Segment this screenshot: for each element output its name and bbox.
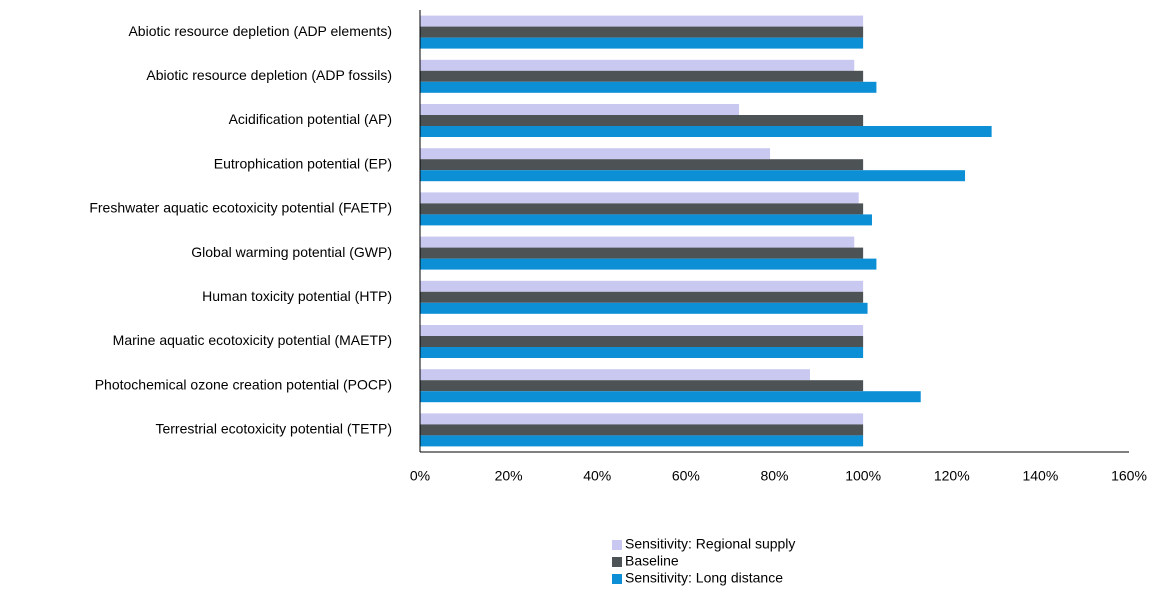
y-tick-label: Global warming potential (GWP) bbox=[191, 244, 392, 260]
bar bbox=[420, 148, 771, 160]
bar bbox=[420, 424, 864, 436]
legend-label: Sensitivity: Long distance bbox=[625, 570, 783, 586]
bar bbox=[420, 170, 966, 182]
x-tick-label: 120% bbox=[934, 468, 970, 484]
x-tick-label: 140% bbox=[1022, 468, 1058, 484]
bar bbox=[420, 336, 864, 347]
y-tick-label: Eutrophication potential (EP) bbox=[214, 155, 392, 171]
bar bbox=[420, 70, 864, 82]
bar bbox=[420, 192, 859, 204]
x-tick-label: 0% bbox=[410, 468, 430, 484]
bar bbox=[420, 126, 992, 137]
y-tick-label: Marine aquatic ecotoxicity potential (MA… bbox=[113, 332, 392, 348]
bar bbox=[420, 104, 740, 115]
bar bbox=[420, 325, 864, 336]
x-tick-label: 100% bbox=[845, 468, 881, 484]
bar bbox=[420, 115, 864, 126]
bar bbox=[420, 37, 864, 49]
bar bbox=[420, 302, 868, 314]
bar bbox=[420, 159, 864, 171]
legend-swatch bbox=[612, 540, 622, 550]
y-tick-label: Terrestrial ecotoxicity potential (TETP) bbox=[155, 421, 392, 437]
bar bbox=[420, 435, 864, 447]
bar bbox=[420, 413, 864, 425]
bar bbox=[420, 280, 864, 292]
legend-label: Baseline bbox=[625, 553, 679, 569]
y-tick-label: Abiotic resource depletion (ADP elements… bbox=[128, 23, 392, 39]
bar bbox=[420, 26, 864, 38]
y-tick-label: Photochemical ozone creation potential (… bbox=[95, 376, 392, 392]
legend-swatch bbox=[612, 574, 622, 584]
x-tick-label: 160% bbox=[1111, 468, 1147, 484]
bar bbox=[420, 15, 864, 27]
legend-label: Sensitivity: Regional supply bbox=[625, 536, 795, 552]
y-tick-label: Abiotic resource depletion (ADP fossils) bbox=[146, 67, 392, 83]
legend-swatch bbox=[612, 557, 622, 567]
x-tick-label: 40% bbox=[583, 468, 611, 484]
bar bbox=[420, 236, 855, 248]
bar bbox=[420, 380, 864, 392]
y-tick-label: Acidification potential (AP) bbox=[229, 111, 392, 127]
y-tick-label: Freshwater aquatic ecotoxicity potential… bbox=[89, 200, 392, 216]
y-tick-label: Human toxicity potential (HTP) bbox=[202, 288, 392, 304]
bar bbox=[420, 347, 864, 358]
x-tick-label: 60% bbox=[672, 468, 700, 484]
bar bbox=[420, 369, 810, 381]
x-tick-label: 20% bbox=[495, 468, 523, 484]
bar bbox=[420, 247, 864, 259]
bar bbox=[420, 81, 877, 93]
bar bbox=[420, 214, 872, 226]
bar bbox=[420, 59, 855, 71]
x-tick-label: 80% bbox=[760, 468, 788, 484]
bar bbox=[420, 291, 864, 303]
bar bbox=[420, 258, 877, 270]
bar bbox=[420, 391, 921, 403]
bar bbox=[420, 203, 864, 215]
